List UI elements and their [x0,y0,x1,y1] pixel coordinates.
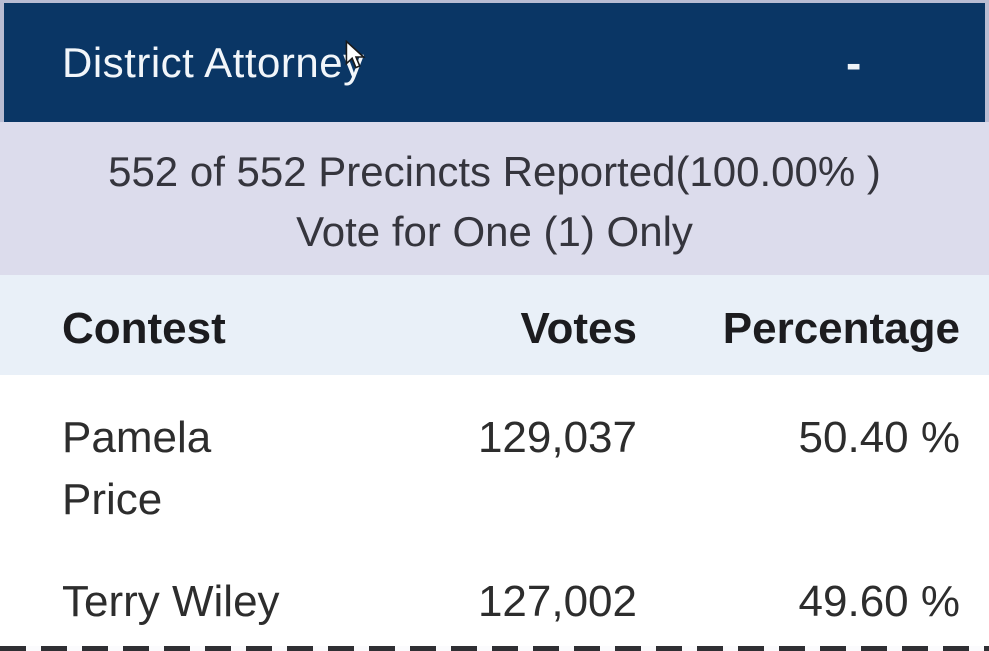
contest-header[interactable]: District Attorney - [4,3,985,122]
vote-for-text: Vote for One (1) Only [296,208,693,255]
column-header-percentage: Percentage [722,304,960,353]
results-table-header: Contest Votes Percentage [0,275,989,375]
column-header-votes: Votes [520,304,637,353]
contest-header-frame: District Attorney - [0,0,989,122]
column-header-contest: Contest [62,304,226,353]
candidate-percentage: 49.60 % [798,577,960,626]
contest-title: District Attorney [62,38,365,86]
candidate-name: Pamela Price [62,413,212,524]
precincts-reported-text: 552 of 552 Precincts Reported(100.00% ) [108,148,881,195]
next-section-cutoff-edge [0,646,989,651]
candidate-name: Terry Wiley [62,577,280,626]
candidate-votes: 129,037 [477,413,637,462]
collapse-icon[interactable]: - [846,36,862,89]
table-row: Pamela Price 129,037 50.40 % [0,407,989,531]
precincts-info: 552 of 552 Precincts Reported(100.00% ) … [0,122,989,275]
candidate-percentage: 50.40 % [798,413,960,462]
candidate-votes: 127,002 [477,577,637,626]
results-table-body: Pamela Price 129,037 50.40 % Terry Wiley… [0,375,989,633]
table-row: Terry Wiley 127,002 49.60 % [0,571,989,633]
